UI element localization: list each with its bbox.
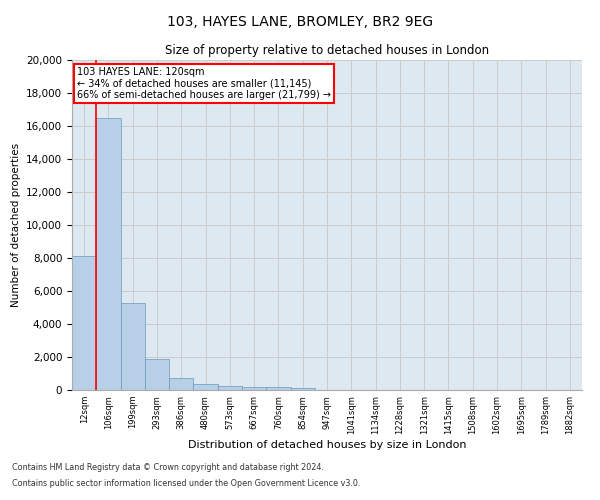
- Bar: [96, 118, 121, 390]
- Bar: [145, 360, 169, 390]
- Bar: [121, 302, 145, 390]
- Bar: [242, 386, 266, 390]
- Bar: [193, 384, 218, 390]
- Y-axis label: Number of detached properties: Number of detached properties: [11, 143, 20, 307]
- Bar: [266, 387, 290, 390]
- Text: 103, HAYES LANE, BROMLEY, BR2 9EG: 103, HAYES LANE, BROMLEY, BR2 9EG: [167, 16, 433, 30]
- Bar: [72, 256, 96, 390]
- Title: Size of property relative to detached houses in London: Size of property relative to detached ho…: [165, 44, 489, 58]
- Bar: [169, 378, 193, 390]
- X-axis label: Distribution of detached houses by size in London: Distribution of detached houses by size …: [188, 440, 466, 450]
- Text: Contains HM Land Registry data © Crown copyright and database right 2024.: Contains HM Land Registry data © Crown c…: [12, 464, 324, 472]
- Bar: [290, 388, 315, 390]
- Text: Contains public sector information licensed under the Open Government Licence v3: Contains public sector information licen…: [12, 478, 361, 488]
- Bar: [218, 386, 242, 390]
- Text: 103 HAYES LANE: 120sqm
← 34% of detached houses are smaller (11,145)
66% of semi: 103 HAYES LANE: 120sqm ← 34% of detached…: [77, 66, 331, 100]
